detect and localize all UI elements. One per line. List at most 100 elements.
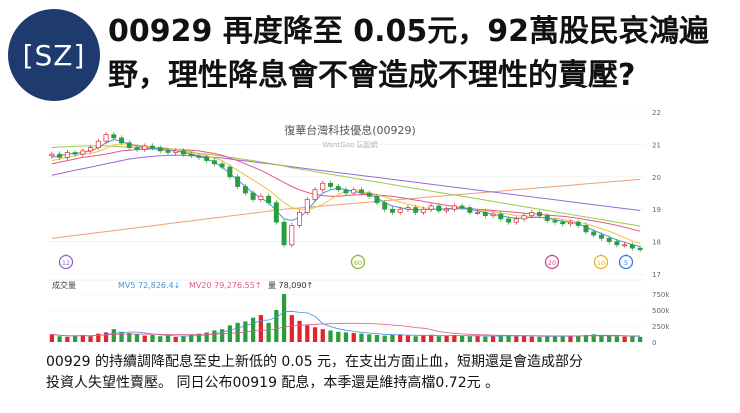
volume-bar	[204, 332, 209, 342]
ma20-line	[51, 148, 641, 232]
candle-body	[397, 208, 403, 213]
volume-bar	[405, 335, 411, 342]
volume-bar	[529, 336, 534, 342]
candle-body	[637, 247, 643, 251]
candle-body	[351, 189, 357, 194]
volume-bar	[274, 310, 279, 342]
volume-bar	[127, 333, 132, 342]
event-marker-circle	[544, 254, 560, 270]
event-marker-circle	[618, 254, 634, 270]
volume-bar	[583, 334, 589, 342]
volume-bar	[545, 336, 550, 342]
volume-bar	[436, 336, 442, 342]
candle-body	[57, 153, 63, 158]
candle-body	[389, 208, 395, 213]
volume-tick-label: 0	[652, 339, 656, 347]
price-tick-label: 17	[652, 271, 661, 279]
volume-bar	[181, 336, 186, 342]
candle-body	[544, 215, 550, 221]
candle-body	[575, 221, 581, 226]
candle-body	[436, 205, 442, 212]
candle-body	[289, 225, 295, 246]
candle-body	[134, 147, 140, 150]
chart-svg: 復華台灣科技優息(00929) WantGoo 玩股網 12 60 20 10 5 成交…	[46, 104, 674, 354]
candle-body	[126, 142, 132, 148]
volume-bar	[382, 335, 387, 342]
candle-body	[513, 218, 519, 223]
candle-body	[467, 207, 473, 213]
candle-body	[622, 244, 628, 247]
candle-body	[227, 166, 233, 178]
candle-body	[64, 152, 70, 158]
candle-body	[490, 213, 496, 217]
volume-bar	[196, 333, 202, 342]
candle-body	[405, 207, 411, 210]
candle-body	[180, 150, 186, 155]
volume-bar	[305, 325, 310, 342]
candle-body	[258, 195, 264, 200]
event-marker-circle	[350, 254, 366, 270]
body-text-line-2: 投資人失望性賣壓。 同日公布00919 配息，本季還是維持高檔0.72元 。	[46, 375, 500, 391]
volume-bar	[111, 329, 116, 342]
volume-bar	[336, 331, 341, 342]
candle-body	[72, 152, 78, 155]
chart-background	[46, 104, 674, 354]
volume-bar	[96, 333, 101, 342]
volume-tick-label: 250k	[652, 323, 670, 331]
volume-bar	[374, 334, 380, 342]
volume-bar	[134, 334, 140, 342]
candle-body	[459, 205, 465, 208]
candle-body	[560, 221, 566, 225]
volume-bar	[343, 332, 349, 342]
event-marker-label: 10	[597, 259, 605, 267]
candle-body	[204, 157, 210, 161]
volume-bar	[258, 315, 263, 342]
volume-bar	[289, 315, 294, 342]
mv5-legend: MV5 72,826.4↓	[118, 281, 180, 290]
price-tick-label: 20	[652, 174, 661, 182]
volume-bar	[638, 336, 643, 342]
volume-tick-label: 500k	[652, 307, 670, 315]
volume-bar	[158, 336, 163, 342]
volume-bar	[490, 336, 496, 342]
price-tick-label: 18	[652, 239, 661, 247]
volume-bar	[514, 336, 519, 342]
candle-body	[451, 205, 457, 210]
volume-bar	[367, 334, 372, 342]
volume-bar	[103, 332, 109, 342]
volume-bar	[452, 334, 457, 342]
volume-mv5-line	[51, 310, 641, 337]
candle-body	[567, 221, 573, 225]
volume-bar	[88, 336, 93, 342]
volume-bar	[390, 334, 395, 342]
volume-bar	[506, 334, 511, 342]
candle-body	[320, 182, 326, 191]
candle-body	[111, 134, 117, 139]
volume-bar	[560, 335, 565, 342]
candle-body	[475, 212, 481, 214]
volume-bar	[119, 331, 124, 342]
candle-body	[428, 205, 434, 210]
candle-body	[537, 212, 542, 217]
logo-text: [SZ]	[22, 38, 86, 72]
candle-body	[382, 202, 388, 210]
chart-title: 復華台灣科技優息(00929)	[284, 123, 416, 137]
volume-bar	[297, 320, 302, 342]
volume-bar	[142, 335, 147, 342]
volume-bar	[312, 327, 318, 342]
volume-bar	[413, 336, 418, 342]
candle-body	[119, 137, 125, 144]
volume-bar	[483, 336, 488, 342]
candle-body	[374, 195, 380, 204]
volume-bar	[444, 335, 449, 342]
event-marker-label: 5	[624, 259, 628, 267]
volume-bar	[537, 336, 542, 342]
candle-body	[444, 208, 450, 212]
candle-body	[413, 207, 419, 213]
candle-body	[606, 238, 612, 242]
volume-bar	[80, 334, 85, 342]
stock-chart: 復華台灣科技優息(00929) WantGoo 玩股網 12 60 20 10 5 成交…	[46, 104, 674, 354]
volume-bar	[467, 336, 472, 342]
volume-bar	[459, 335, 465, 342]
volume-bar	[599, 335, 604, 342]
